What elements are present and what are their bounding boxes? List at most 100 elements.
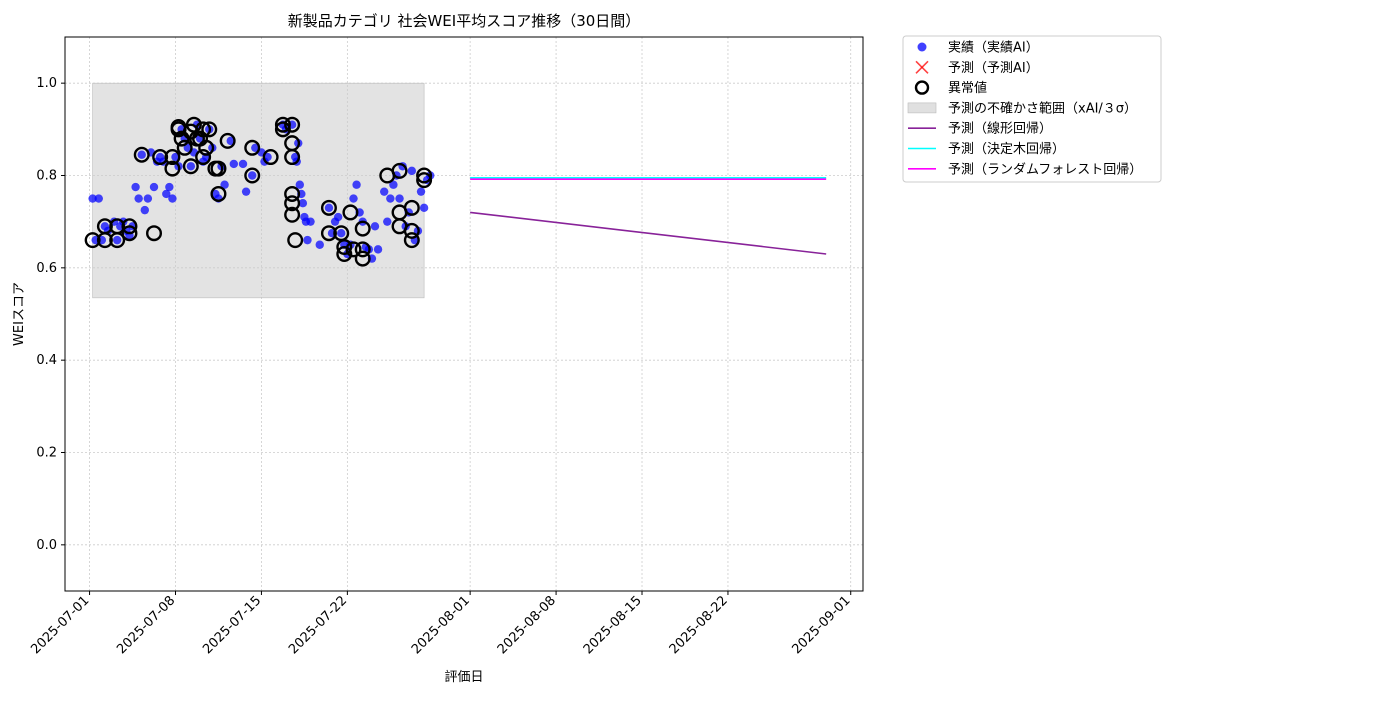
anomaly-ring <box>164 149 181 166</box>
actual-point <box>383 217 392 226</box>
legend-label: 予測（決定木回帰） <box>948 141 1065 157</box>
actual-point <box>352 180 361 189</box>
y-axis-label: WEIスコア <box>12 282 27 346</box>
actual-point <box>238 159 248 169</box>
actual-point <box>407 166 417 176</box>
actual-point <box>168 194 177 203</box>
actual-point <box>373 245 383 254</box>
anomaly-ring <box>391 162 408 179</box>
anomaly-ring <box>320 199 337 216</box>
legend-marker-band <box>907 102 937 114</box>
anomaly-ring <box>336 239 353 256</box>
anomaly-ring <box>121 225 138 242</box>
anomaly-ring <box>320 225 337 242</box>
plot-area <box>64 36 864 592</box>
x-tick-label: 2025-08-22 <box>667 593 731 657</box>
y-axis: 0.0 0.2 0.4 0.6 0.8 1.0 <box>36 76 65 553</box>
actual-point <box>162 189 171 199</box>
actual-point <box>389 180 398 189</box>
x-axis: 2025-07-01 2025-07-08 2025-07-15 2025-07-22… <box>28 591 854 657</box>
actual-point <box>134 194 143 203</box>
actual-point <box>131 182 140 192</box>
anomaly-ring <box>284 206 301 223</box>
actual-point <box>165 182 174 192</box>
actual-point <box>395 194 404 203</box>
actual-point <box>419 203 429 213</box>
x-tick-label: 2025-09-01 <box>790 593 854 657</box>
actual-point <box>171 152 180 162</box>
actual-point <box>248 171 257 180</box>
x-axis-label: 評価日 <box>444 670 483 685</box>
anomaly-ring <box>342 204 359 221</box>
actual-point <box>183 143 192 152</box>
uncertainty-band-layer <box>92 82 425 299</box>
actual-point <box>380 187 389 196</box>
y-tick-label: 0.0 <box>36 538 57 553</box>
x-tick-label: 2025-08-08 <box>495 593 559 657</box>
actual-point <box>386 194 395 203</box>
uncertainty-band <box>92 82 425 299</box>
legend-label: 実績（実績AI） <box>948 40 1039 56</box>
actual-point <box>416 187 426 196</box>
legend-label: 異常値 <box>948 80 987 96</box>
actual-point <box>94 194 103 203</box>
anomaly-ring <box>416 172 433 189</box>
anomaly-ring <box>416 167 433 184</box>
anomaly-ring <box>403 222 420 239</box>
legend-marker-ring <box>914 80 930 95</box>
anomaly-ring <box>262 149 279 166</box>
actual-point <box>263 152 272 162</box>
anomaly-ring <box>146 225 163 242</box>
anomaly-ring <box>284 195 301 212</box>
actual-point <box>370 222 380 231</box>
anomaly-ring <box>403 199 420 216</box>
anomaly-ring <box>133 146 150 163</box>
y-tick-label: 0.8 <box>36 169 57 184</box>
legend-marker-x <box>915 60 929 74</box>
chart-title: 新製品カテゴリ 社会WEI平均スコア推移（30日間） <box>288 12 641 30</box>
anomaly-ring <box>182 158 199 175</box>
actual-point <box>241 187 251 196</box>
prediction-lines-layer <box>470 177 827 255</box>
anomaly-ring <box>121 218 138 235</box>
anomaly-ring <box>195 149 212 166</box>
legend-label: 予測（ランダムフォレスト回帰） <box>948 161 1142 177</box>
anomaly-ring <box>354 220 371 237</box>
actual-point <box>333 212 343 222</box>
x-tick-label: 2025-07-22 <box>286 593 350 657</box>
legend-frame <box>902 35 1162 183</box>
actual-point <box>88 194 97 203</box>
actual-point <box>315 240 324 249</box>
actual-point <box>303 235 312 245</box>
actual-point <box>112 235 122 245</box>
actual-point <box>226 136 235 146</box>
anomaly-rings-layer <box>84 116 433 267</box>
actual-point <box>337 229 346 238</box>
y-tick-label: 0.2 <box>36 446 57 461</box>
actual-point <box>251 143 260 152</box>
anomaly-ring <box>84 232 101 249</box>
anomaly-ring <box>244 167 261 184</box>
x-tick-label: 2025-07-08 <box>114 593 178 657</box>
anomaly-ring <box>345 241 362 258</box>
actual-point <box>229 159 239 169</box>
anomaly-ring <box>274 121 291 138</box>
actual-point <box>137 150 146 159</box>
y-tick-label: 0.6 <box>36 261 57 276</box>
x-tick-label: 2025-08-01 <box>409 593 473 657</box>
actual-point <box>298 199 308 208</box>
actual-point <box>324 203 334 213</box>
anomaly-ring <box>287 232 304 249</box>
anomaly-ring <box>176 139 193 156</box>
anomaly-ring <box>284 149 301 166</box>
anomaly-ring <box>210 185 227 202</box>
anomaly-ring <box>201 121 218 138</box>
actual-point <box>186 162 196 171</box>
legend-label: 予測（予測AI） <box>948 61 1039 76</box>
anomaly-ring <box>152 149 169 166</box>
actual-point <box>220 180 229 189</box>
legend-label: 予測（線形回帰） <box>948 121 1052 137</box>
actual-point <box>143 194 153 203</box>
anomaly-ring <box>284 116 301 133</box>
